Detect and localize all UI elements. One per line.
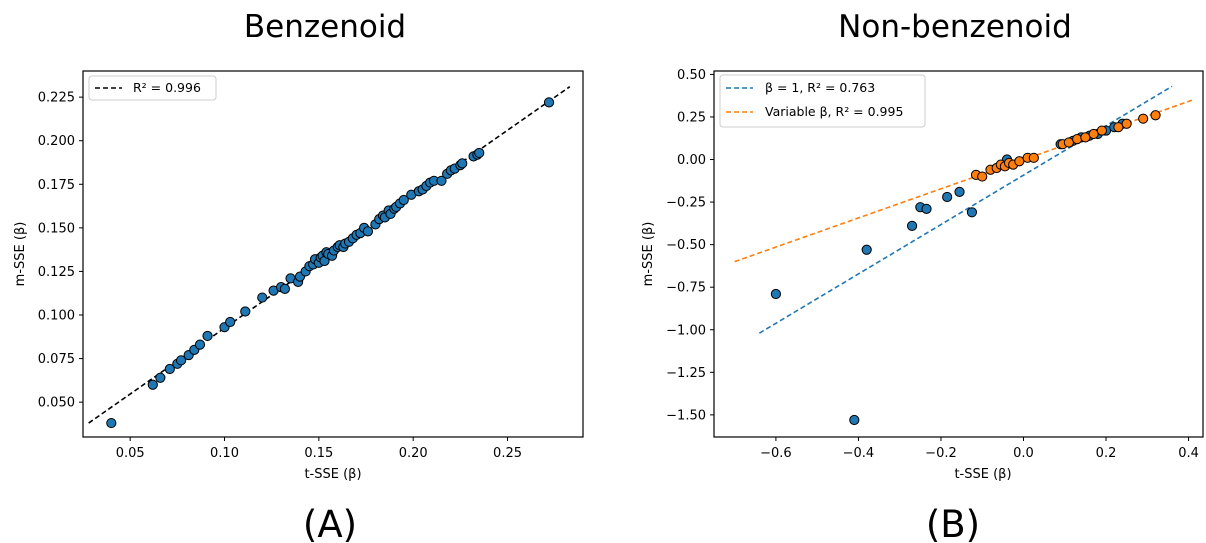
data-point xyxy=(176,355,187,366)
x-tick-label: 0.20 xyxy=(399,446,428,461)
y-tick-label: 0.225 xyxy=(38,91,75,106)
data-point xyxy=(240,306,251,317)
x-tick-label: 0.0 xyxy=(1013,446,1034,461)
panel-b-y-ticks: 0.50 0.25 0.00 −0.25 −0.50 −0.75 −1.00 −1.25 −1.… xyxy=(666,68,714,423)
y-tick-label: 0.075 xyxy=(38,352,75,367)
y-tick-label: −1.00 xyxy=(666,323,706,338)
data-point xyxy=(362,226,374,237)
panel-b-legend-box xyxy=(719,74,926,128)
y-tick-label: 0.100 xyxy=(38,309,75,324)
y-tick-label: −0.75 xyxy=(666,281,706,296)
data-point xyxy=(202,330,213,342)
y-tick-label: 0.150 xyxy=(38,221,75,236)
panel-a-legend-label: R² = 0.996 xyxy=(133,80,201,95)
data-point xyxy=(457,158,468,169)
panel-a-x-axis-label: t-SSE (β) xyxy=(304,467,361,482)
data-point xyxy=(966,207,978,218)
data-point xyxy=(194,339,206,350)
data-point xyxy=(225,316,236,328)
data-point xyxy=(1150,110,1161,121)
x-tick-label: −0.4 xyxy=(843,446,875,461)
x-tick-label: 0.05 xyxy=(116,446,145,461)
panel-b-legend: β = 1, R² = 0.763 Variable β, R² = 0.995 xyxy=(719,74,926,128)
x-tick-label: 0.2 xyxy=(1096,446,1117,461)
panel-b-title: Non-benzenoid xyxy=(838,9,1072,45)
data-point xyxy=(398,194,409,206)
panel-a-label: (A) xyxy=(303,503,357,543)
y-tick-label: −0.50 xyxy=(666,238,706,253)
data-point xyxy=(257,292,268,303)
data-point xyxy=(436,175,447,186)
data-point xyxy=(106,417,117,429)
panel-b-x-axis-label: t-SSE (β) xyxy=(954,467,1011,482)
panel-a-y-ticks: 0.050 0.075 0.100 0.125 0.150 0.175 0.200 0.225 xyxy=(38,91,83,411)
panel-a-title: Benzenoid xyxy=(244,9,406,45)
data-point xyxy=(977,171,988,182)
panel-b-plot-frame xyxy=(713,70,1204,438)
panel-b-points xyxy=(770,110,1161,426)
y-tick-label: −0.25 xyxy=(666,196,706,211)
y-tick-label: 0.00 xyxy=(677,153,706,168)
data-point xyxy=(921,203,932,214)
x-tick-label: −0.2 xyxy=(925,446,957,461)
x-tick-label: 0.10 xyxy=(210,446,239,461)
data-point xyxy=(1028,152,1039,163)
panel-b-label: (B) xyxy=(926,503,980,543)
panel-a-x-ticks: 0.05 0.10 0.15 0.20 0.25 xyxy=(116,437,522,461)
panel-b-x-ticks: −0.6 −0.4 −0.2 0.0 0.2 0.4 xyxy=(760,437,1199,461)
x-tick-label: −0.6 xyxy=(760,446,792,461)
data-point xyxy=(1121,118,1132,129)
y-tick-label: 0.200 xyxy=(38,134,75,149)
y-tick-label: 0.50 xyxy=(677,68,706,83)
panel-b-y-axis-label: m-SSE (β) xyxy=(641,222,656,287)
panel-a: Benzenoid 0.05 0.10 0.15 0.20 0.25 0.050 0.07… xyxy=(13,9,584,543)
panel-b-legend-label-variable: Variable β, R² = 0.995 xyxy=(765,104,903,119)
data-point xyxy=(474,147,485,159)
x-tick-label: 0.4 xyxy=(1178,446,1199,461)
panel-a-y-axis-label: m-SSE (β) xyxy=(13,222,28,287)
data-point xyxy=(1096,125,1107,136)
x-tick-label: 0.15 xyxy=(304,446,333,461)
data-point xyxy=(906,220,918,232)
panel-b: Non-benzenoid −0.6 −0.4 −0.2 0.0 0.2 0.4 0.50… xyxy=(641,9,1204,543)
data-point xyxy=(164,363,175,375)
data-point xyxy=(942,191,953,203)
data-point xyxy=(1138,113,1149,124)
data-point xyxy=(1072,133,1083,145)
y-tick-label: 0.175 xyxy=(38,178,75,193)
panel-a-legend: R² = 0.996 xyxy=(88,75,217,101)
panel-a-points xyxy=(106,97,555,429)
panel-b-legend-label-beta1: β = 1, R² = 0.763 xyxy=(765,80,875,95)
panel-a-legend-box xyxy=(88,75,217,101)
data-point xyxy=(849,414,860,426)
data-point xyxy=(770,288,781,300)
y-tick-label: −1.25 xyxy=(666,366,706,381)
y-tick-label: 0.125 xyxy=(38,265,75,280)
data-point xyxy=(279,283,290,294)
data-point xyxy=(147,379,158,390)
x-tick-label: 0.25 xyxy=(493,446,522,461)
data-point xyxy=(954,186,965,197)
data-point xyxy=(155,372,166,383)
y-tick-label: −1.50 xyxy=(666,408,706,423)
y-tick-label: 0.050 xyxy=(38,396,75,411)
panel-a-plot-frame xyxy=(82,70,584,438)
data-point xyxy=(543,97,555,108)
y-tick-label: 0.25 xyxy=(677,110,706,125)
data-point xyxy=(861,244,872,255)
